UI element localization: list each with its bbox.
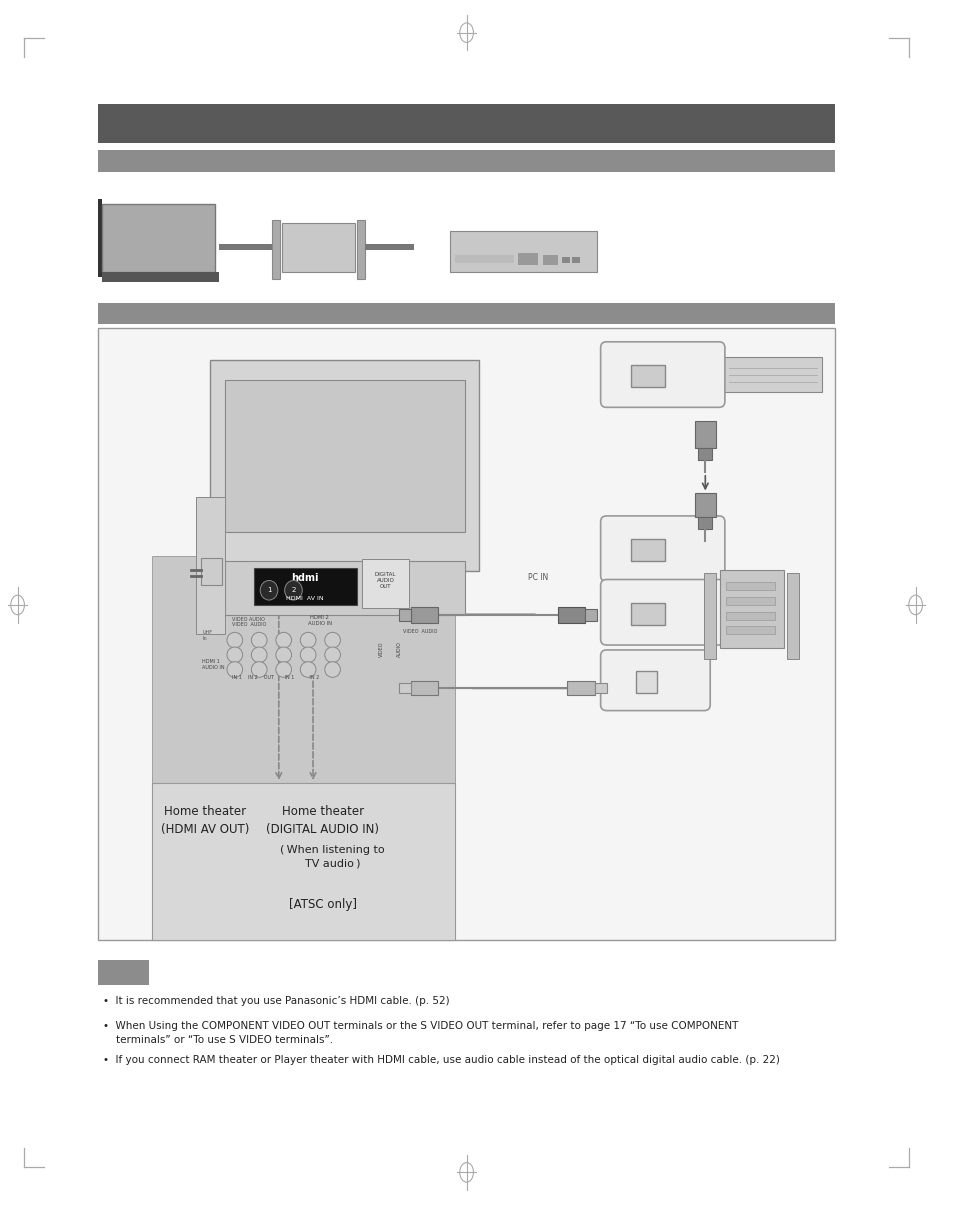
Text: ( When listening to
TV audio ): ( When listening to TV audio ) [280, 845, 384, 869]
Text: IN 1    IN 2    OUT       IN 1          IN 2: IN 1 IN 2 OUT IN 1 IN 2 [232, 675, 318, 681]
Bar [630, 602, 664, 624]
Circle shape [324, 633, 340, 648]
Bar [703, 572, 716, 659]
Text: Home theater
(HDMI AV OUT): Home theater (HDMI AV OUT) [161, 805, 250, 836]
Text: Home theater
(DIGITAL AUDIO IN): Home theater (DIGITAL AUDIO IN) [266, 805, 379, 836]
Bar [364, 243, 414, 249]
Text: VIDEO AUDIO: VIDEO AUDIO [232, 617, 264, 622]
Bar [725, 598, 774, 605]
Bar [630, 365, 664, 387]
FancyBboxPatch shape [600, 342, 724, 407]
Bar [723, 358, 821, 392]
Circle shape [227, 647, 242, 663]
Text: •  If you connect RAM theater or Player theater with HDMI cable, use audio cable: • If you connect RAM theater or Player t… [103, 1054, 779, 1065]
Circle shape [300, 633, 315, 648]
Text: DIGITAL
AUDIO
OUT: DIGITAL AUDIO OUT [375, 572, 395, 589]
Bar [557, 607, 584, 623]
Text: terminals” or “To use S VIDEO terminals”.: terminals” or “To use S VIDEO terminals”… [103, 1035, 333, 1046]
Text: •  When Using the COMPONENT VIDEO OUT terminals or the S VIDEO OUT terminal, ref: • When Using the COMPONENT VIDEO OUT ter… [103, 1021, 738, 1030]
Circle shape [275, 647, 292, 663]
Bar [102, 204, 215, 272]
Bar [517, 253, 537, 265]
Bar [567, 681, 594, 695]
FancyBboxPatch shape [600, 649, 709, 711]
Text: [ATSC only]: [ATSC only] [289, 899, 356, 911]
Circle shape [252, 662, 267, 677]
Bar [720, 570, 782, 648]
Text: HDMI 2
AUDIO IN: HDMI 2 AUDIO IN [308, 615, 332, 625]
Text: VIDEO  AUDIO: VIDEO AUDIO [403, 629, 437, 634]
Circle shape [227, 662, 242, 677]
Bar [272, 221, 279, 280]
Bar [361, 559, 409, 607]
Bar [98, 151, 835, 171]
Bar [630, 540, 664, 560]
Circle shape [300, 662, 315, 677]
Bar [705, 590, 714, 645]
Text: 2: 2 [291, 587, 295, 593]
Text: PC IN: PC IN [528, 574, 548, 582]
Bar [694, 493, 716, 517]
Bar [636, 671, 657, 693]
Bar [225, 380, 464, 531]
Circle shape [300, 647, 315, 663]
Bar [450, 231, 596, 272]
Bar [698, 448, 711, 460]
Bar [102, 272, 219, 282]
Bar [98, 199, 102, 277]
Bar [725, 627, 774, 634]
Bar [98, 302, 835, 324]
Circle shape [275, 633, 292, 648]
Bar [254, 568, 356, 605]
Text: HDMI 1
AUDIO IN: HDMI 1 AUDIO IN [202, 659, 225, 670]
FancyBboxPatch shape [600, 580, 724, 645]
Bar [725, 612, 774, 619]
Bar [152, 783, 455, 940]
Text: HDMI  AV IN: HDMI AV IN [286, 595, 324, 600]
Bar [411, 681, 437, 695]
Text: •  It is recommended that you use Panasonic’s HDMI cable. (p. 52): • It is recommended that you use Panason… [103, 997, 449, 1006]
Bar [200, 558, 222, 586]
Text: hdmi: hdmi [292, 572, 318, 582]
Circle shape [275, 662, 292, 677]
Bar [786, 572, 799, 659]
Circle shape [227, 633, 242, 648]
Bar [152, 556, 455, 795]
Ellipse shape [260, 581, 277, 600]
Circle shape [324, 662, 340, 677]
Bar [219, 243, 272, 249]
Bar [455, 254, 513, 263]
Ellipse shape [284, 581, 302, 600]
Bar [98, 960, 149, 984]
Text: 1: 1 [267, 587, 271, 593]
Bar [398, 683, 411, 693]
Bar [542, 254, 557, 265]
Bar [562, 257, 570, 263]
Bar [398, 609, 411, 621]
Bar [356, 221, 364, 280]
Text: VIDEO: VIDEO [378, 641, 384, 657]
Text: AUDIO: AUDIO [396, 641, 401, 657]
Bar [98, 328, 835, 940]
Circle shape [324, 647, 340, 663]
Text: UHF
In: UHF In [202, 630, 213, 641]
Circle shape [252, 633, 267, 648]
Bar [98, 104, 835, 143]
Bar [584, 609, 596, 621]
Bar [725, 582, 774, 590]
Bar [411, 607, 437, 623]
Bar [698, 517, 711, 529]
Bar [281, 223, 355, 272]
Bar [225, 560, 464, 615]
Bar [594, 683, 606, 693]
FancyBboxPatch shape [600, 516, 724, 582]
Bar [694, 421, 716, 448]
Bar [789, 590, 797, 645]
Text: VIDEO  AUDIO: VIDEO AUDIO [232, 622, 266, 627]
Bar [210, 360, 478, 571]
Circle shape [252, 647, 267, 663]
Bar [195, 498, 225, 634]
Bar [572, 257, 579, 263]
